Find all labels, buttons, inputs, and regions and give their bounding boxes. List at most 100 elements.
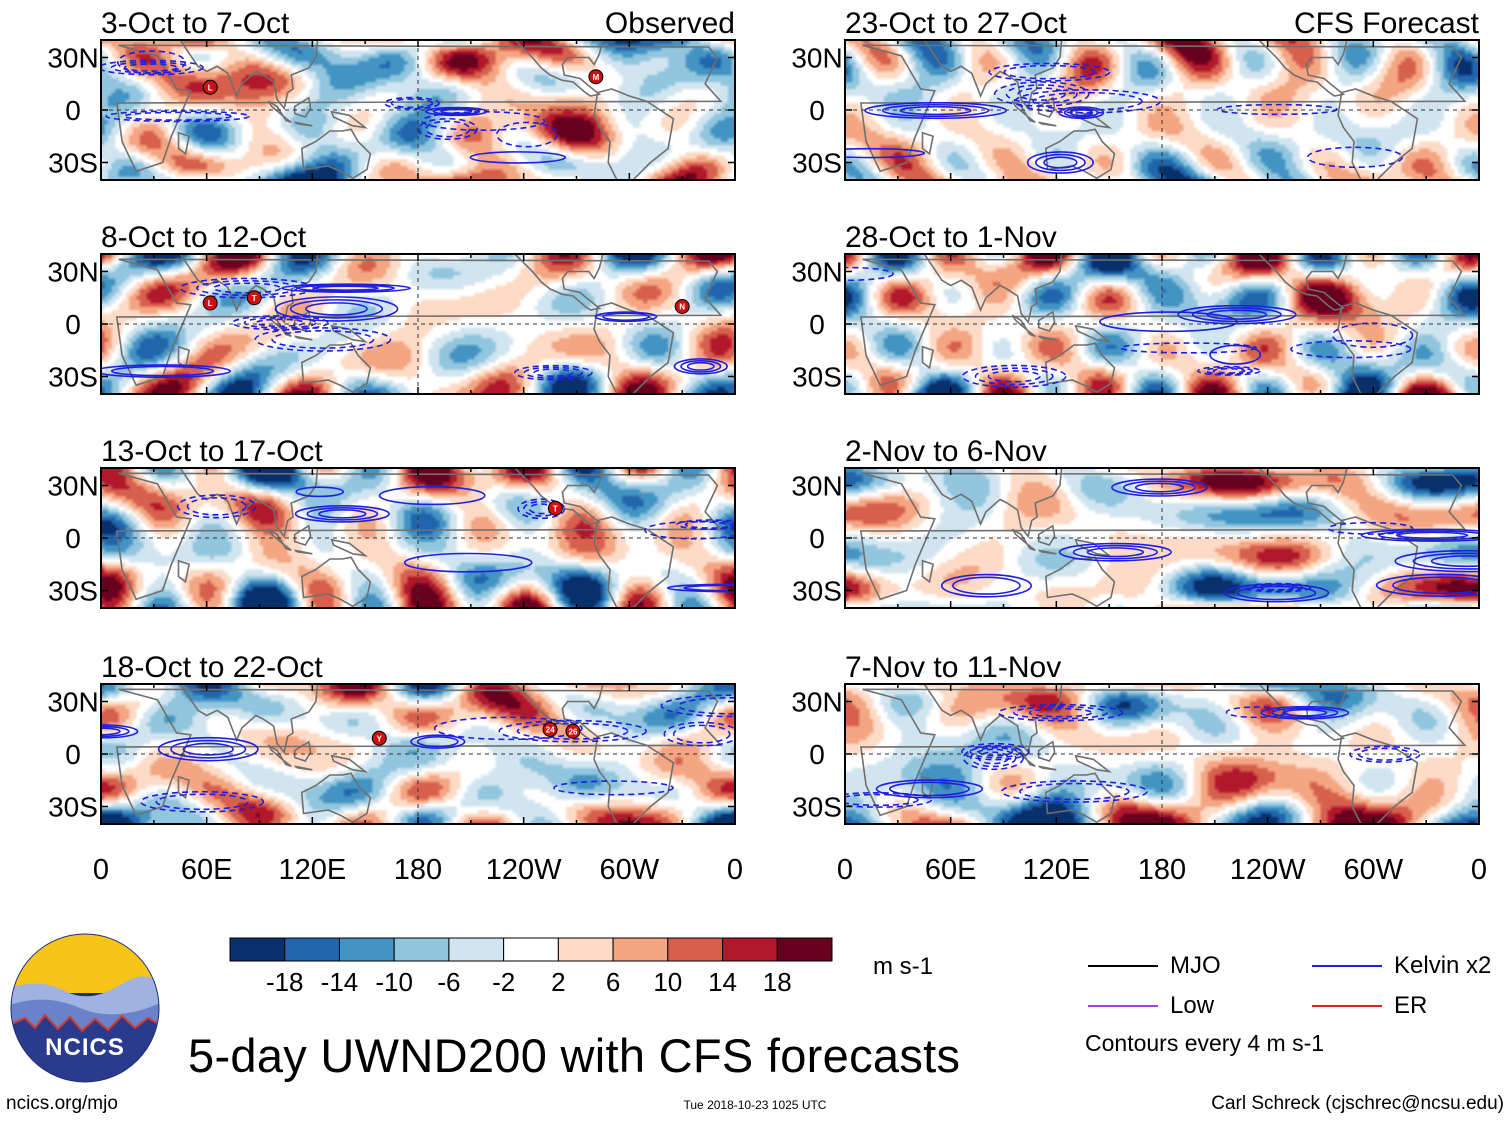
coastline <box>513 468 604 525</box>
coastline <box>1337 88 1419 180</box>
site-link[interactable]: ncics.org/mjo <box>6 1093 118 1114</box>
kelvin-contour <box>105 110 250 123</box>
coastline <box>1337 732 1419 824</box>
legend-low: Low <box>1088 992 1214 1020</box>
panel-title: 28-Oct to 1-Nov <box>845 221 1057 254</box>
kelvin-contour <box>845 793 919 807</box>
y-tick-label: 0 <box>65 739 81 770</box>
kelvin-contour <box>306 507 379 521</box>
kelvin-contour <box>677 697 735 715</box>
kelvin-contour <box>1003 64 1096 80</box>
kelvin-contour <box>974 367 1054 386</box>
colorbar-units: m s-1 <box>873 953 933 980</box>
coastline <box>593 302 675 394</box>
kelvin-contour <box>289 299 384 319</box>
kelvin-contour <box>1392 576 1479 595</box>
kelvin-contour <box>1394 549 1479 573</box>
coastline <box>859 258 1467 387</box>
kelvin-contour <box>1331 322 1414 349</box>
y-tick-label: 30N <box>47 471 98 502</box>
panel-title: 2-Nov to 6-Nov <box>845 435 1047 468</box>
coastline <box>300 772 372 824</box>
panel-5: 30N 0 30S 23-Oct to 27-Oct CFS Forecast <box>791 7 1480 181</box>
coastline <box>859 472 1467 601</box>
kelvin-contour <box>684 520 735 529</box>
colorbar-swatch <box>229 937 286 962</box>
kelvin-contour <box>421 110 546 132</box>
coastline <box>1337 516 1419 608</box>
coastline <box>1257 468 1348 525</box>
coastline <box>593 732 675 824</box>
coastline <box>1257 254 1348 311</box>
kelvin-contour <box>1290 339 1412 359</box>
x-tick-label: 180 <box>1138 854 1186 886</box>
kelvin-contour <box>523 366 584 379</box>
kelvin-contour <box>182 742 234 756</box>
kelvin-contour <box>196 280 298 297</box>
coastline <box>177 345 191 370</box>
coastline <box>1038 549 1057 555</box>
coastline <box>300 128 372 180</box>
kelvin-contour <box>403 552 533 573</box>
kelvin-contour <box>969 744 1022 759</box>
colorbar-tick-label: -6 <box>437 967 460 997</box>
coastline <box>115 688 723 817</box>
kelvin-contour <box>157 736 259 762</box>
kelvin-contour <box>1069 109 1094 117</box>
storm-label: T <box>252 294 257 303</box>
kelvin-contour <box>1013 705 1108 720</box>
kelvin-contour <box>110 61 191 74</box>
kelvin-contour <box>294 505 390 523</box>
kelvin-contour <box>274 296 399 322</box>
kelvin-contour <box>433 716 583 741</box>
coastline <box>1044 772 1116 824</box>
kelvin-contour <box>594 311 658 323</box>
kelvin-contour <box>988 62 1111 82</box>
kelvin-contour <box>110 365 215 377</box>
kelvin-contour <box>1251 583 1304 592</box>
kelvin-contour <box>425 120 471 138</box>
colorbar-tick-label: -18 <box>266 967 304 997</box>
coastline <box>593 88 675 180</box>
kelvin-contour <box>533 368 574 378</box>
legend-er-label: ER <box>1394 992 1428 1019</box>
storm-marker: M <box>588 69 604 85</box>
coastline <box>859 688 1467 817</box>
colorbar-tick-label: 6 <box>606 967 620 997</box>
y-tick-label: 30S <box>48 576 98 607</box>
coastline <box>294 121 313 127</box>
panel-title: 23-Oct to 27-Oct <box>845 7 1067 40</box>
credit: Carl Schreck (cjschrec@ncsu.edu) <box>1211 1093 1504 1114</box>
y-tick-label: 30N <box>791 687 842 718</box>
legend-low-label: Low <box>1170 992 1215 1019</box>
kelvin-contour <box>673 358 728 375</box>
kelvin-contour <box>496 121 558 148</box>
kelvin-contour <box>899 105 972 116</box>
kelvin-contour <box>553 780 674 796</box>
colorbar-swatch <box>338 937 395 962</box>
coastline <box>115 472 723 601</box>
kelvin-contour <box>305 302 368 316</box>
y-tick-label: 0 <box>65 309 81 340</box>
y-tick-label: 30N <box>791 257 842 288</box>
coastline <box>1044 556 1116 608</box>
column-label: CFS Forecast <box>1294 7 1480 40</box>
kelvin-contour <box>1000 780 1148 803</box>
legend-kelvin: Kelvin x2 <box>1312 952 1491 980</box>
kelvin-contour <box>1259 584 1295 591</box>
kelvin-contour <box>1026 151 1094 174</box>
storm-marker: 24 <box>542 722 558 737</box>
kelvin-contour <box>1058 106 1105 120</box>
coastline <box>1037 96 1056 118</box>
kelvin-contour <box>123 63 178 72</box>
colorbar-swatch <box>393 937 450 962</box>
kelvin-contour <box>1212 367 1246 374</box>
kelvin-contour <box>116 50 187 75</box>
coastline <box>1257 684 1348 741</box>
kelvin-contour <box>516 722 629 740</box>
coastline <box>1037 524 1056 546</box>
kelvin-contour <box>1058 542 1172 562</box>
storm-marker: L <box>202 295 218 311</box>
coastline <box>294 765 313 771</box>
